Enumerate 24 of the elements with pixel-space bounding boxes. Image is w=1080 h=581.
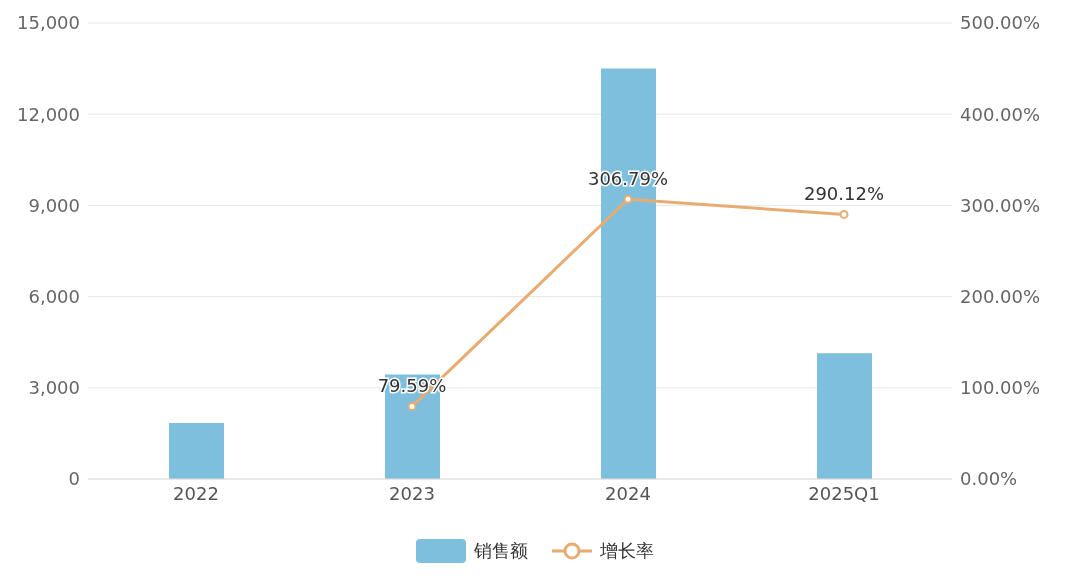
y2-tick-label: 300.00% <box>960 194 1041 216</box>
y-tick-label: 15,000 <box>17 12 80 34</box>
point <box>839 209 849 219</box>
bar <box>169 423 224 479</box>
legend-label: 销售额 <box>474 539 528 563</box>
y-tick-label: 9,000 <box>28 194 80 216</box>
point <box>623 194 633 204</box>
y2-tick-label: 200.00% <box>960 285 1041 307</box>
y-tick-label: 0 <box>68 468 80 490</box>
y2-tick-label: 400.00% <box>960 103 1041 125</box>
data-label: 290.12% <box>803 183 885 205</box>
point <box>407 401 417 411</box>
x-tick-label: 2023 <box>389 482 435 504</box>
y-tick-label: 3,000 <box>28 377 80 399</box>
y2-tick-label: 0.00% <box>960 468 1018 490</box>
bar <box>817 353 872 479</box>
x-tick-label: 2022 <box>173 482 219 504</box>
y2-tick-label: 100.00% <box>960 377 1041 399</box>
y-tick-label: 6,000 <box>28 285 80 307</box>
legend-label: 增长率 <box>600 539 654 563</box>
y2-tick-label: 500.00% <box>960 12 1041 34</box>
x-tick-label: 2025Q1 <box>808 482 880 504</box>
y-tick-label: 12,000 <box>17 103 80 125</box>
x-tick-label: 2024 <box>605 482 651 504</box>
